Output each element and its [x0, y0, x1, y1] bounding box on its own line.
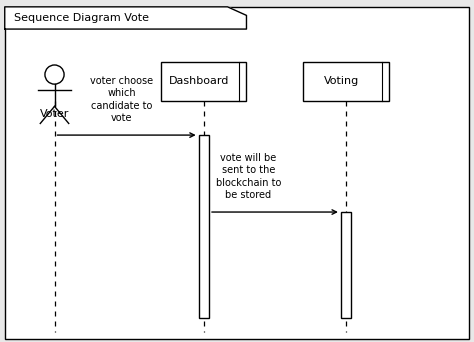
Bar [199, 135, 209, 318]
Bar [303, 62, 389, 101]
Text: Voting: Voting [324, 76, 359, 86]
Text: vote will be
sent to the
blockchain to
be stored: vote will be sent to the blockchain to b… [216, 153, 281, 200]
Bar [341, 212, 351, 318]
Text: Voter: Voter [40, 109, 69, 119]
Text: Sequence Diagram Vote: Sequence Diagram Vote [14, 13, 149, 23]
Polygon shape [5, 7, 246, 29]
Bar [161, 62, 246, 101]
Text: voter choose
which
candidate to
vote: voter choose which candidate to vote [90, 76, 153, 123]
Text: Dashboard: Dashboard [169, 76, 229, 86]
